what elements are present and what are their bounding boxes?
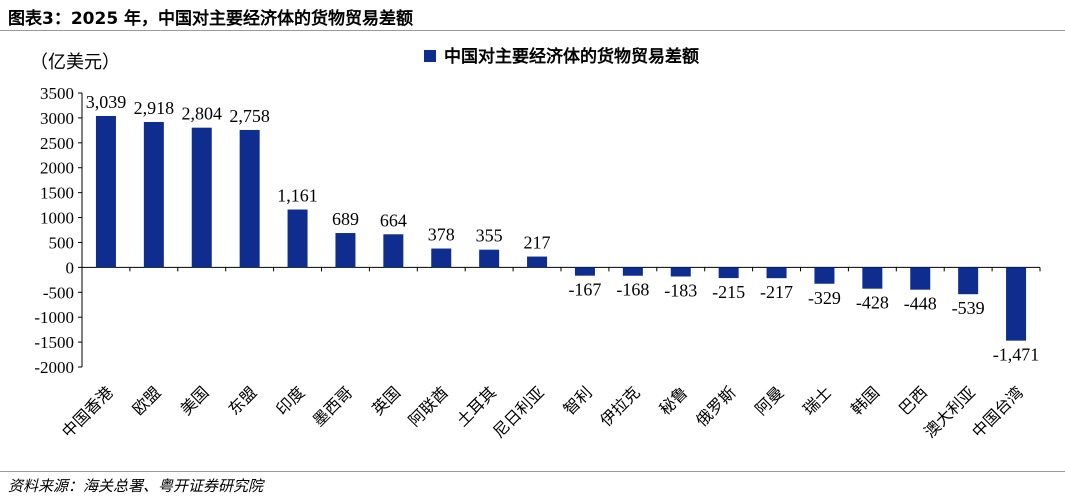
data-label: 2,758 — [229, 106, 270, 126]
bar — [239, 129, 260, 268]
y-tick-label: 0 — [66, 258, 75, 277]
x-category-label: 智利 — [560, 383, 596, 419]
bar — [862, 267, 883, 289]
data-label: -168 — [616, 280, 649, 300]
x-category-label: 中国香港 — [58, 383, 117, 442]
y-tick-label: 1500 — [40, 184, 74, 203]
data-label: 2,804 — [182, 104, 223, 124]
data-label: 378 — [428, 225, 455, 245]
source-note: 资料来源：海关总署、粤开证券研究院 — [8, 477, 264, 495]
data-label: -167 — [568, 280, 601, 300]
y-tick-label: -1500 — [34, 333, 74, 352]
data-label: 1,161 — [277, 186, 318, 206]
data-label: -428 — [856, 293, 889, 313]
bar — [958, 267, 979, 295]
x-category-label: 阿曼 — [751, 383, 787, 419]
data-label: 3,039 — [86, 92, 127, 112]
y-tick-label: 2500 — [40, 134, 74, 153]
bottom-divider — [0, 471, 1065, 472]
x-category-label: 澳大利亚 — [920, 383, 979, 442]
bar — [479, 249, 500, 268]
data-label: 689 — [332, 209, 359, 229]
data-label: -183 — [664, 280, 697, 300]
bar — [431, 248, 452, 268]
legend: 中国对主要经济体的货物贸易差额 — [424, 46, 699, 67]
data-labels: 3,039 2,918 2,804 2,758 1,161 689 664 378 355 217… — [86, 92, 1040, 365]
x-category-label: 美国 — [177, 383, 213, 419]
x-category-label: 秘鲁 — [656, 383, 692, 419]
x-axis-labels: 中国香港 欧盟 美国 东盟 印度 墨西哥 英国 阿联酋 土耳其尼日利亚 智利 伊拉克 秘鲁 俄罗斯 阿曼瑞… — [58, 383, 1027, 442]
x-category-label: 巴西 — [895, 383, 931, 419]
bar — [527, 256, 548, 268]
figure-title: 图表3：2025 年，中国对主要经济体的货物贸易差额 — [8, 9, 414, 29]
y-axis-ticks: 3500 3000 2500 2000 1500 1000 500 0 -500 -1000 -15… — [34, 84, 82, 377]
data-label: -217 — [760, 282, 793, 302]
bar-chart: （亿美元） 中国对主要经济体的货物贸易差额 3500 3000 2500 2000 15… — [30, 46, 1041, 442]
data-label: 664 — [380, 210, 407, 230]
x-category-label: 墨西哥 — [309, 383, 356, 430]
bar — [1006, 267, 1027, 341]
data-label: 217 — [524, 233, 551, 253]
data-label: -448 — [904, 294, 937, 314]
data-label: -329 — [808, 288, 841, 308]
y-tick-label: -1000 — [34, 308, 74, 327]
x-category-label: 印度 — [272, 383, 308, 419]
axes — [81, 93, 1041, 367]
x-category-label: 东盟 — [224, 383, 260, 419]
bar — [287, 209, 308, 268]
bar — [910, 267, 931, 290]
bar — [814, 267, 835, 284]
bar — [622, 267, 643, 276]
data-label: 2,918 — [134, 98, 175, 118]
y-tick-label: 500 — [49, 233, 75, 252]
bars — [95, 115, 1027, 341]
bar — [335, 233, 356, 268]
x-category-label: 欧盟 — [129, 383, 165, 419]
data-label: 355 — [476, 226, 503, 246]
bar — [383, 234, 404, 268]
y-unit-label: （亿美元） — [30, 52, 120, 72]
bar — [191, 127, 212, 268]
legend-swatch — [424, 50, 436, 62]
x-category-label: 中国台湾 — [968, 383, 1027, 442]
legend-label: 中国对主要经济体的货物贸易差额 — [444, 46, 699, 67]
x-category-label: 俄罗斯 — [692, 383, 739, 430]
data-label: -1,471 — [993, 345, 1040, 365]
y-tick-label: 3000 — [40, 109, 74, 128]
bar — [670, 267, 691, 277]
top-divider — [0, 30, 1065, 31]
bar — [574, 267, 595, 276]
y-tick-label: 3500 — [40, 84, 74, 103]
y-tick-label: -500 — [43, 283, 74, 302]
y-tick-label: -2000 — [34, 358, 74, 377]
bar — [143, 121, 164, 268]
bar — [766, 267, 787, 279]
y-tick-label: 2000 — [40, 159, 74, 178]
data-label: -215 — [712, 282, 745, 302]
bar — [95, 115, 116, 268]
x-category-label: 伊拉克 — [596, 383, 643, 430]
x-category-label: 阿联酋 — [405, 383, 452, 430]
bar — [718, 267, 739, 279]
x-category-label: 尼日利亚 — [489, 383, 548, 442]
x-category-label: 英国 — [368, 383, 404, 419]
x-category-label: 韩国 — [847, 383, 883, 419]
x-category-label: 瑞士 — [799, 383, 835, 419]
data-label: -539 — [952, 298, 985, 318]
y-tick-label: 1000 — [40, 209, 74, 228]
